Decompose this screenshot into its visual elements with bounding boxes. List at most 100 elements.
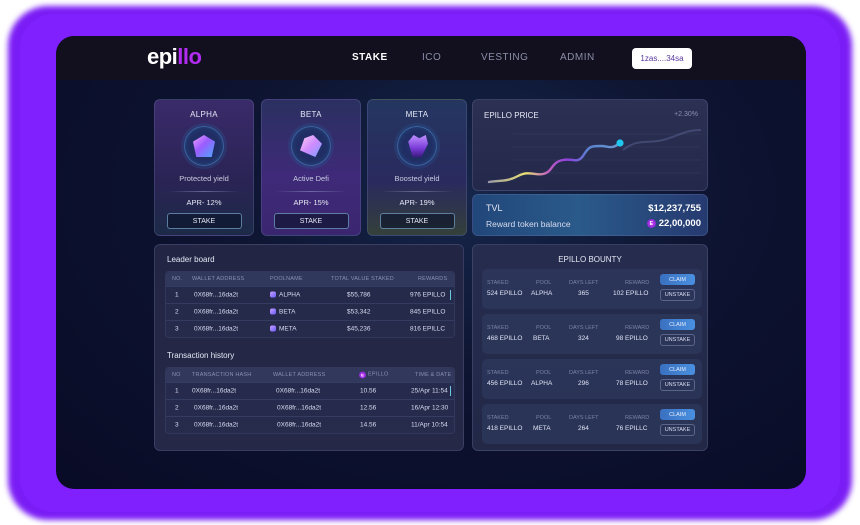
label-pool: POOL xyxy=(536,370,552,376)
pool-apr: APR- 15% xyxy=(293,198,329,207)
stake-button-alpha[interactable]: STAKE xyxy=(166,213,242,229)
stake-button-beta[interactable]: STAKE xyxy=(273,213,349,229)
nav-stake[interactable]: STAKE xyxy=(352,52,388,63)
pool-card-beta: BETA Active Defi APR- 15% STAKE xyxy=(261,99,361,236)
claim-button[interactable]: CLAIM xyxy=(660,364,695,375)
app-window: epillo STAKE ICO VESTING ADMIN 1zas....3… xyxy=(56,36,806,489)
row-wallet: 0X68fr...16da2t xyxy=(194,291,239,299)
pool-card-meta: META Boosted yield APR- 19% STAKE xyxy=(367,99,467,236)
gem-badge xyxy=(397,126,437,166)
table-row[interactable]: 1 0X68fr...16da2t ALPHA $55,786 976 EPIL… xyxy=(166,286,454,303)
logo[interactable]: epillo xyxy=(147,44,202,70)
label-reward: REWARD xyxy=(625,325,650,331)
label-days: DAYS LEFT xyxy=(569,325,599,331)
row-staked: $45,236 xyxy=(347,325,371,333)
wallet-address-button[interactable]: 1zas....34sa xyxy=(632,48,692,69)
claim-button[interactable]: CLAIM xyxy=(660,409,695,420)
value-pool: ALPHA xyxy=(531,290,553,297)
col-epillo-label: EPILLO xyxy=(368,371,389,378)
nav-ico[interactable]: ICO xyxy=(422,52,442,63)
col-wallet: WALLET ADDRESS xyxy=(192,276,245,282)
top-navbar: epillo STAKE ICO VESTING ADMIN 1zas....3… xyxy=(56,36,806,80)
tables-card: Leader board NO. WALLET ADDRESS POOLNAME… xyxy=(154,244,464,451)
bounty-row: STAKED POOL DAYS LEFT REWARD 524 EPILLO … xyxy=(482,269,702,309)
value-staked: 418 EPILLO xyxy=(487,425,523,432)
label-staked: STAKED xyxy=(487,370,509,376)
logo-accent: llo xyxy=(177,44,202,69)
pool-description: Boosted yield xyxy=(394,174,440,183)
divider xyxy=(275,191,347,192)
table-row[interactable]: 1 0X68fr...16da2t 0X68fr...16da2t 10.56 … xyxy=(166,382,454,399)
gem-badge xyxy=(291,126,331,166)
value-days: 324 xyxy=(578,335,589,342)
row-wallet: 0X68fr...16da2t xyxy=(194,308,239,316)
unstake-button[interactable]: UNSTAKE xyxy=(660,379,695,391)
unstake-button[interactable]: UNSTAKE xyxy=(660,334,695,346)
row-staked: $55,786 xyxy=(347,291,371,299)
value-reward: 102 EPILLO xyxy=(613,290,649,297)
row-rewards: 845 EPILLO xyxy=(410,308,446,316)
bounty-row: STAKED POOL DAYS LEFT REWARD 418 EPILLO … xyxy=(482,404,702,444)
crystal-icon xyxy=(193,135,215,157)
nav-vesting[interactable]: VESTING xyxy=(481,52,529,63)
row-time: 11/Apr 10:54 xyxy=(411,421,448,429)
label-days: DAYS LEFT xyxy=(569,280,599,286)
row-no: 3 xyxy=(175,421,179,429)
scrollbar[interactable] xyxy=(450,386,451,396)
col-wallet: WALLET ADDRESS xyxy=(273,372,326,378)
row-pool: META xyxy=(270,325,297,333)
value-pool: ALPHA xyxy=(531,380,553,387)
alpha-icon xyxy=(270,291,276,298)
col-pool: POOLNAME xyxy=(270,276,303,282)
pool-name: ALPHA xyxy=(190,110,218,119)
unstake-button[interactable]: UNSTAKE xyxy=(660,289,695,301)
transactions-table: NO TRANSACTION HASH WALLET ADDRESS E EPIL… xyxy=(165,367,455,434)
bounty-title: EPILLO BOUNTY xyxy=(558,255,622,264)
row-amount: 12.56 xyxy=(360,404,377,412)
row-rewards: 976 EPILLO xyxy=(410,291,446,299)
reward-balance-value: 22,00,000 xyxy=(658,218,701,229)
row-no: 1 xyxy=(175,387,179,395)
col-staked: TOTAL VALUE STAKED xyxy=(331,276,394,282)
claim-button[interactable]: CLAIM xyxy=(660,319,695,330)
meta-icon xyxy=(270,325,276,332)
divider xyxy=(168,191,240,192)
row-hash: 0X68fr...16da2t xyxy=(194,421,239,429)
label-pool: POOL xyxy=(536,325,552,331)
row-wallet: 0X68fr...16da2t xyxy=(277,404,322,412)
row-wallet: 0X68fr...16da2t xyxy=(276,387,321,395)
table-header: NO TRANSACTION HASH WALLET ADDRESS E EPIL… xyxy=(166,368,454,382)
bounty-row: STAKED POOL DAYS LEFT REWARD 456 EPILLO … xyxy=(482,359,702,399)
row-no: 3 xyxy=(175,325,179,333)
value-reward: 98 EPILLO xyxy=(616,335,648,342)
row-pool: BETA xyxy=(270,308,296,316)
reward-balance: E 22,00,000 xyxy=(646,218,701,229)
table-row[interactable]: 3 0X68fr...16da2t 0X68fr...16da2t 14.56 … xyxy=(166,416,454,433)
unstake-button[interactable]: UNSTAKE xyxy=(660,424,695,436)
table-row[interactable]: 3 0X68fr...16da2t META $45,236 816 EPILL… xyxy=(166,320,454,337)
claim-button[interactable]: CLAIM xyxy=(660,274,695,285)
tvl-card: TVL $12,237,755 Reward token balance E 2… xyxy=(472,194,708,236)
row-hash: 0X68fr...16da2t xyxy=(194,404,239,412)
pool-apr: APR- 12% xyxy=(186,198,222,207)
col-time: TIME & DATE xyxy=(415,372,452,378)
col-epillo: E EPILLO xyxy=(359,371,389,379)
nav-admin[interactable]: ADMIN xyxy=(560,52,595,63)
col-hash: TRANSACTION HASH xyxy=(192,372,252,378)
pool-label: BETA xyxy=(279,308,296,316)
bounty-row: STAKED POOL DAYS LEFT REWARD 468 EPILLO … xyxy=(482,314,702,354)
logo-main: epi xyxy=(147,44,178,69)
pool-card-alpha: ALPHA Protected yield APR- 12% STAKE xyxy=(154,99,254,236)
price-title: EPILLO PRICE xyxy=(484,111,539,120)
stake-button-meta[interactable]: STAKE xyxy=(379,213,455,229)
label-staked: STAKED xyxy=(487,415,509,421)
pool-name: META xyxy=(405,110,429,119)
value-days: 365 xyxy=(578,290,589,297)
value-days: 296 xyxy=(578,380,589,387)
scrollbar[interactable] xyxy=(450,290,451,300)
label-days: DAYS LEFT xyxy=(569,415,599,421)
table-row[interactable]: 2 0X68fr...16da2t 0X68fr...16da2t 12.56 … xyxy=(166,399,454,416)
row-no: 1 xyxy=(175,291,179,299)
table-row[interactable]: 2 0X68fr...16da2t BETA $53,342 845 EPILL… xyxy=(166,303,454,320)
col-no: NO. xyxy=(172,276,183,282)
